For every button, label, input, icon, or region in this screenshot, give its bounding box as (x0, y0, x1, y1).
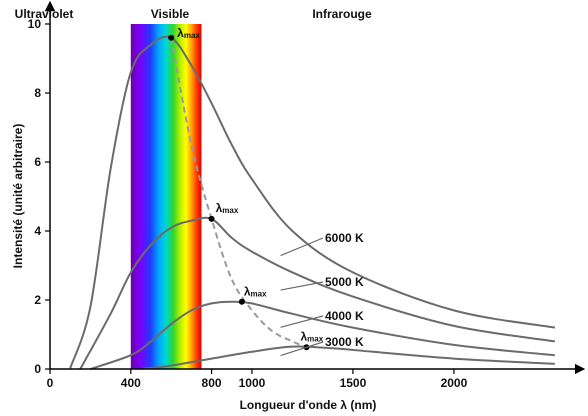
peak-label: λmax (216, 201, 239, 215)
y-tick-label: 10 (28, 17, 42, 31)
series-line-4000k (90, 300, 556, 370)
x-tick-label: 1500 (340, 376, 367, 390)
x-tick-label: 800 (202, 376, 222, 390)
region-label-visible: Visible (151, 7, 190, 21)
series-labels: 6000 K 5000 K 4000 K 3000 K (280, 231, 364, 357)
series-label-4000k: 4000 K (325, 309, 364, 323)
y-tick-label: 6 (34, 155, 41, 169)
y-tick-label: 2 (34, 293, 41, 307)
series-leader-line (280, 341, 324, 357)
peak-point-5000k (208, 215, 215, 222)
series-line-5000k (79, 216, 556, 370)
series-leader-line (280, 315, 324, 328)
region-labels: Ultraviolet Visible Infrarouge (15, 7, 372, 21)
series-leader-line (280, 281, 324, 291)
x-tick-label: 2000 (441, 376, 468, 390)
y-tick-label: 8 (34, 86, 41, 100)
x-ticks: 0 400 800 1000 1500 2000 (47, 369, 468, 390)
y-axis-title: Intensité (unité arbitraire) (11, 124, 25, 269)
visible-spectrum-band (130, 24, 202, 369)
peak-trace-dashed-line (170, 37, 307, 349)
peak-point-4000k (238, 298, 245, 305)
series-label-3000k: 3000 K (325, 335, 364, 349)
y-tick-label: 4 (34, 224, 41, 238)
peak-label: λmax (244, 285, 267, 299)
series-line-3000k (140, 345, 555, 370)
series-group (69, 35, 556, 370)
y-tick-label: 0 (34, 362, 41, 376)
region-label-ultraviolet: Ultraviolet (15, 7, 74, 21)
peak-label: λmax (300, 329, 323, 343)
series-label-5000k: 5000 K (325, 275, 364, 289)
x-axis-title: Longueur d'onde λ (nm) (240, 398, 377, 412)
y-ticks: 0 2 4 6 8 10 (28, 17, 50, 376)
series-leader-line (280, 237, 324, 257)
x-tick-label: 1000 (239, 376, 266, 390)
series-label-6000k: 6000 K (325, 231, 364, 245)
x-tick-label: 400 (121, 376, 141, 390)
series-line-6000k (69, 35, 556, 369)
x-tick-label: 0 (47, 376, 54, 390)
region-label-infrarouge: Infrarouge (312, 7, 372, 21)
peak-point-6000k (168, 34, 175, 41)
